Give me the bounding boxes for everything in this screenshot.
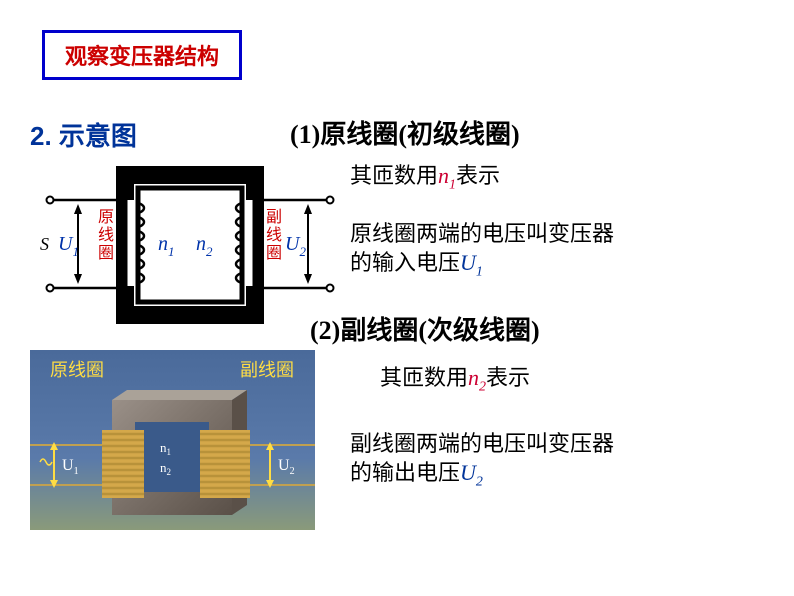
svg-text:U2: U2	[285, 233, 306, 259]
title-box: 观察变压器结构	[42, 30, 242, 80]
primary-voltage-text: 原线圈两端的电压叫变压器 的输入电压U1	[350, 220, 614, 281]
page-title: 观察变压器结构	[65, 44, 219, 69]
svg-text:原线圈: 原线圈	[50, 360, 104, 380]
transformer-photo: 原线圈 副线圈 U1 U2 n1 n2	[30, 350, 315, 530]
S-label: S	[40, 234, 49, 254]
secondary-turns-text: 其匝数用n2表示	[380, 360, 530, 395]
transformer-schematic: S U1 U2 n1 n2 原线圈 副线圈	[30, 160, 340, 340]
section-title: 2. 示意图	[30, 116, 137, 153]
svg-text:U1: U1	[58, 233, 79, 259]
svg-text:原线圈: 原线圈	[98, 209, 114, 262]
svg-text:副线圈: 副线圈	[266, 208, 282, 262]
primary-turns-text: 其匝数用n1表示	[350, 158, 500, 193]
heading-secondary: (2)副线圈(次级线圈)	[310, 310, 540, 347]
svg-text:副线圈: 副线圈	[240, 360, 294, 380]
secondary-voltage-text: 副线圈两端的电压叫变压器 的输出电压U2	[350, 430, 614, 491]
heading-primary: (1)原线圈(初级线圈)	[290, 114, 520, 151]
